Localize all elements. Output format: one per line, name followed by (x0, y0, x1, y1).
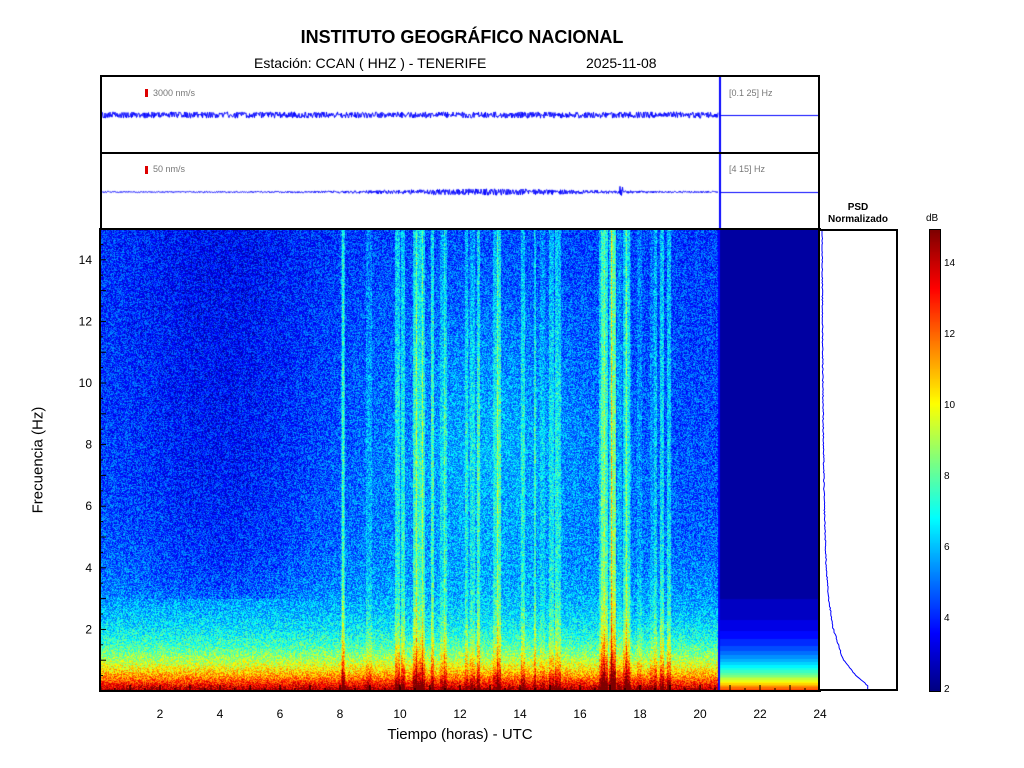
colorbar-tick-label: 12 (944, 329, 956, 341)
x-axis-label: Tiempo (horas) - UTC (387, 726, 533, 743)
y-tick-label: 10 (79, 376, 93, 390)
amplitude-scale-mark (145, 166, 148, 174)
x-tick-label: 18 (633, 707, 647, 721)
filter-band-label: [4 15] Hz (729, 164, 766, 174)
amplitude-scale-label: 3000 nm/s (153, 88, 196, 98)
amplitude-scale-mark (145, 89, 148, 97)
x-tick-label: 12 (453, 707, 467, 721)
x-tick-label: 24 (813, 707, 827, 721)
colorbar-tick-label: 8 (944, 471, 950, 483)
x-tick-label: 16 (573, 707, 587, 721)
spectrogram-frame (99, 228, 821, 692)
y-tick-label: 4 (85, 561, 92, 575)
x-tick-label: 4 (217, 707, 224, 721)
chart-title: INSTITUTO GEOGRÁFICO NACIONAL (300, 27, 624, 47)
x-tick-label: 14 (513, 707, 527, 721)
x-tick-label: 8 (337, 707, 344, 721)
filter-band-label: [0.1 25] Hz (729, 88, 773, 98)
spectrogram-heatmap (100, 229, 820, 691)
amplitude-scale-label: 50 nm/s (153, 164, 186, 174)
colorbar-tick-label: 2 (944, 684, 950, 695)
y-tick-label: 2 (85, 622, 92, 636)
x-tick-label: 6 (277, 707, 284, 721)
y-axis-label: Frecuencia (Hz) (29, 406, 47, 514)
psd-title-line1: PSD (847, 202, 869, 213)
x-tick-label: 20 (693, 707, 707, 721)
y-tick-label: 12 (79, 314, 93, 328)
date-label: 2025-11-08 (586, 55, 657, 71)
seismogram-trace-filtered (102, 154, 818, 229)
colorbar (929, 229, 941, 692)
y-tick-label: 14 (79, 253, 93, 267)
y-tick-label: 6 (85, 499, 92, 513)
psd-title-line2: Normalizado (827, 214, 888, 225)
colorbar-tick-label: 14 (944, 258, 956, 270)
colorbar-tick-label: 10 (944, 400, 956, 412)
y-tick-label: 8 (85, 438, 92, 452)
station-label: Estación: CCAN ( HHZ ) - TENERIFE (254, 55, 487, 71)
psd-title: PSD Normalizado (818, 202, 898, 226)
seismogram-trace-broadband (102, 77, 818, 152)
psd-curve-plot (821, 231, 869, 689)
x-tick-label: 10 (393, 707, 407, 721)
psd-panel (818, 229, 898, 691)
colorbar-tick-label: 4 (944, 613, 950, 625)
x-tick-label: 2 (157, 707, 164, 721)
colorbar-unit: dB (926, 213, 939, 224)
colorbar-tick-label: 6 (944, 542, 950, 554)
x-tick-label: 22 (753, 707, 767, 721)
psd-curve (821, 231, 869, 689)
